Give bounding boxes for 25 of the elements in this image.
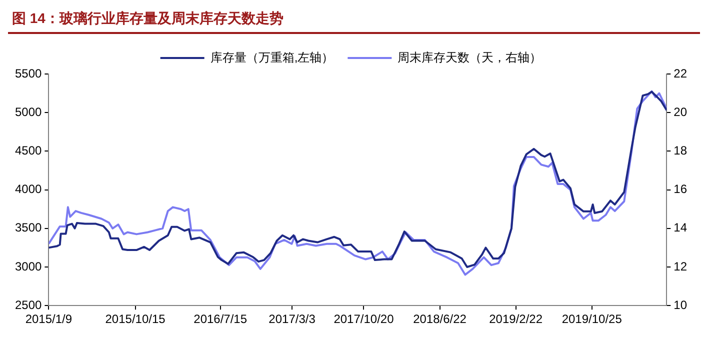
y-tick-label: 2500 (14, 298, 42, 312)
y2-tick-label: 22 (674, 66, 688, 80)
y-tick-label: 4500 (14, 144, 42, 158)
y2-tick-label: 14 (674, 220, 688, 235)
legend-label: 库存量（万重箱,左轴） (210, 50, 334, 64)
y-tick-label: 5500 (14, 66, 42, 80)
y2-tick-label: 16 (674, 182, 688, 196)
y2-tick-label: 18 (674, 144, 688, 158)
y-tick-label: 3000 (14, 259, 42, 274)
chart-title: 图 14：玻璃行业库存量及周末库存天数走势 (11, 9, 284, 28)
y-tick-label: 3500 (14, 220, 42, 235)
y2-tick-label: 10 (674, 298, 688, 312)
x-tick-label: 2019/10/25 (562, 312, 622, 326)
x-tick-label: 2015/1/9 (25, 312, 72, 326)
y2-tick-label: 20 (674, 104, 688, 119)
x-tick-label: 2015/10/15 (105, 312, 166, 326)
y-tick-label: 5000 (14, 104, 42, 119)
x-tick-label: 2019/2/22 (489, 312, 543, 326)
x-tick-label: 2017/10/20 (334, 312, 394, 326)
x-tick-label: 2016/7/15 (194, 312, 248, 326)
legend-label: 周末库存天数（天，右轴） (398, 50, 542, 64)
x-tick-label: 2018/6/22 (413, 312, 467, 326)
y2-tick-label: 12 (674, 259, 688, 274)
y-tick-label: 4000 (14, 182, 42, 196)
x-tick-label: 2017/3/3 (268, 312, 316, 326)
